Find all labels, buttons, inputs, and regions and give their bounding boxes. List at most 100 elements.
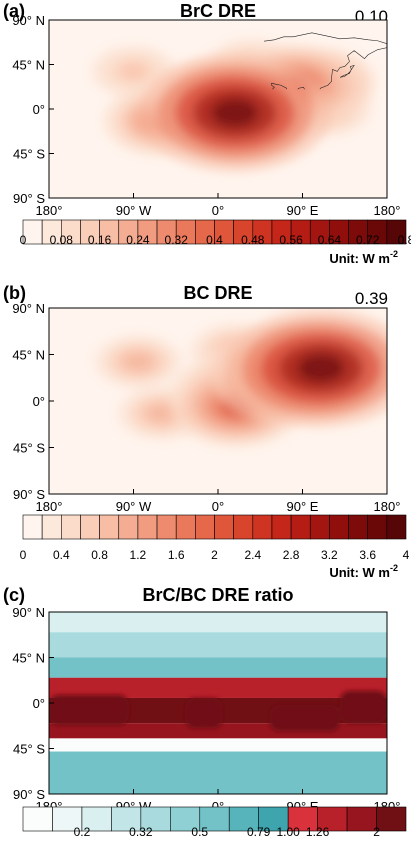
ratio-high-zone — [185, 697, 223, 729]
global-mean-value: 0.39 — [355, 289, 388, 308]
y-tick-label: 90° N — [12, 301, 45, 316]
colorbar-box — [41, 514, 62, 540]
colorbar-box — [233, 514, 254, 540]
hotspot-contour — [120, 63, 147, 80]
colorbar-box — [81, 806, 112, 832]
y-tick-label: 0° — [33, 394, 45, 409]
colorbar-label: 0.48 — [241, 233, 265, 247]
colorbar-box — [137, 514, 158, 540]
colorbar-label: 3.2 — [321, 548, 338, 562]
colorbar-box — [175, 514, 196, 540]
ratio-band — [49, 657, 387, 678]
unit-label: Unit: W m-2 — [329, 563, 398, 580]
colorbar-label: 1.6 — [168, 548, 185, 562]
colorbar-box — [199, 806, 230, 832]
colorbar-label: 0.8 — [91, 548, 108, 562]
colorbar-box — [386, 514, 407, 540]
colorbar-label: 2.8 — [283, 548, 300, 562]
y-tick-label: 45° S — [13, 742, 45, 757]
colorbar-box — [22, 514, 43, 540]
x-tick-label: 0° — [212, 499, 224, 514]
hotspot-contour — [211, 98, 259, 128]
x-tick-label: 90° W — [116, 499, 152, 514]
y-tick-label: 90° S — [13, 787, 45, 802]
colorbar-box — [156, 514, 177, 540]
colorbar-box — [271, 514, 292, 540]
ratio-band — [49, 612, 387, 633]
colorbar-box — [22, 806, 53, 832]
colorbar-box — [258, 806, 289, 832]
colorbar-box — [195, 514, 215, 540]
colorbar-box — [309, 514, 330, 540]
map-panel-c: (c) BrC/BC DRE ratio 90° N 45° N 0° 45° S 90° … — [3, 585, 407, 839]
colorbar-box — [252, 514, 273, 540]
colorbar-label: 0 — [20, 548, 27, 562]
colorbar-label: 4 — [403, 548, 410, 562]
ratio-high-zone — [340, 690, 387, 724]
colorbar-box — [348, 514, 368, 540]
colorbar-label: 0.8 — [398, 233, 411, 247]
colorbar-box — [111, 806, 142, 832]
x-tick-label: 180° — [374, 203, 401, 218]
colorbar-label: 0.56 — [279, 233, 303, 247]
colorbar-label: 0.79 — [247, 825, 271, 839]
colorbar-label: 0.2 — [74, 825, 91, 839]
hotspot-contour — [297, 353, 345, 383]
colorbar-label: 1.2 — [130, 548, 147, 562]
ratio-high-zone — [269, 705, 341, 732]
data-field — [49, 612, 387, 794]
colorbar: 0 0.4 0.8 1.2 1.6 2 2.4 2.8 3.2 3.6 4 — [20, 514, 410, 562]
panel-title: BC DRE — [183, 283, 252, 303]
colorbar-label: 1.26 — [306, 825, 330, 839]
colorbar-label: 0.32 — [165, 233, 189, 247]
ratio-band — [49, 677, 387, 698]
x-tick-label: 180° — [374, 499, 401, 514]
colorbar-label: 0.32 — [129, 825, 153, 839]
colorbar-box — [60, 514, 81, 540]
y-tick-label: 90° N — [12, 13, 45, 28]
y-tick-label: 45° N — [12, 348, 45, 363]
ratio-band — [49, 738, 387, 752]
colorbar-label: 0.16 — [88, 233, 112, 247]
colorbar-box — [346, 806, 377, 832]
panel-label: (c) — [3, 585, 25, 605]
x-tick-label: 90° E — [287, 499, 319, 514]
colorbar-box — [386, 219, 407, 245]
y-tick-label: 45° N — [12, 58, 45, 73]
colorbar-label: 0.5 — [191, 825, 208, 839]
colorbar-box — [118, 514, 139, 540]
y-tick-label: 45° S — [13, 441, 45, 456]
colorbar-label: 2 — [373, 825, 380, 839]
colorbar-label: 2 — [211, 548, 218, 562]
unit-label: Unit: W m-2 — [329, 249, 398, 266]
colorbar-label: 1.00 — [276, 825, 300, 839]
colorbar-label: 2.4 — [244, 548, 261, 562]
panel-title: BrC DRE — [180, 1, 256, 21]
y-tick-label: 90° S — [13, 487, 45, 502]
x-tick-label: 180° — [36, 203, 63, 218]
colorbar-label: 3.6 — [359, 548, 376, 562]
colorbar-box — [140, 806, 171, 832]
y-tick-label: 90° S — [13, 191, 45, 206]
y-tick-label: 0° — [33, 102, 45, 117]
panel-title: BrC/BC DRE ratio — [142, 585, 293, 605]
x-tick-label: 90° W — [116, 203, 152, 218]
colorbar-box — [80, 514, 100, 540]
x-tick-label: 0° — [212, 203, 224, 218]
colorbar-label: 0.24 — [126, 233, 150, 247]
ratio-high-zone — [49, 694, 129, 726]
colorbar-label: 0.64 — [318, 233, 342, 247]
colorbar-box — [170, 806, 201, 832]
data-field — [49, 20, 387, 198]
colorbar: 0.2 0.32 0.5 0.79 1.00 1.26 2 — [22, 806, 407, 839]
colorbar-box — [290, 514, 311, 540]
panel-label: (a) — [3, 1, 25, 21]
ratio-band — [49, 751, 387, 794]
data-field — [49, 308, 387, 494]
colorbar-label: 0.4 — [53, 548, 70, 562]
colorbar-label: 0 — [20, 233, 27, 247]
colorbar: 0 0.08 0.16 0.24 0.32 0.4 0.48 0.56 0.64 0.72 0.8 — [20, 219, 411, 247]
colorbar-box — [99, 514, 120, 540]
